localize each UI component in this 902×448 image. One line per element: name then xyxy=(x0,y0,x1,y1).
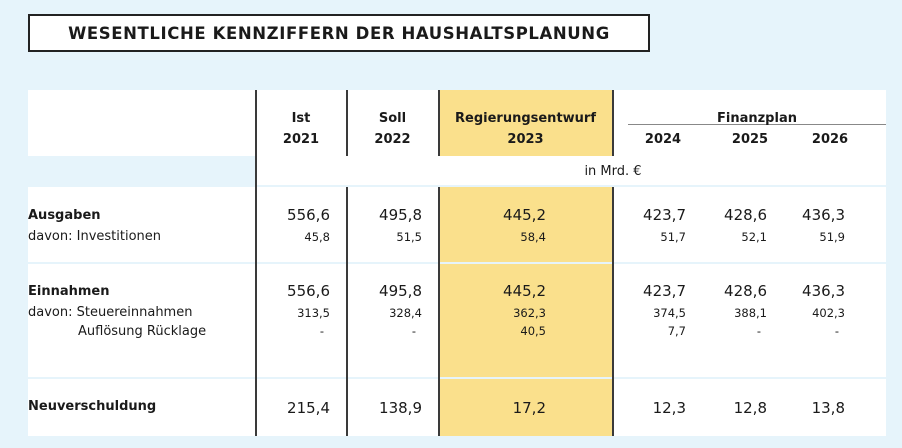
header-year-2025: 2025 xyxy=(731,132,769,147)
value-ausgaben-2026: 436,3 xyxy=(802,206,845,224)
page-title: WESENTLICHE KENNZIFFERN DER HAUSHALTSPLA… xyxy=(28,14,650,52)
value-ruecklage-2026: - xyxy=(834,324,839,338)
row-label-einnahmen: Einnahmen xyxy=(28,284,110,299)
value-einnahmen-2024: 423,7 xyxy=(643,282,686,300)
value-investitionen-2021: 45,8 xyxy=(304,230,330,244)
unit-label: in Mrd. € xyxy=(584,164,642,179)
value-steuer-2025: 388,1 xyxy=(734,306,767,320)
value-neuverschuldung-2026: 13,8 xyxy=(811,399,845,417)
value-investitionen-2024: 51,7 xyxy=(660,230,686,244)
column-divider xyxy=(438,187,440,436)
header-year-2026: 2026 xyxy=(811,132,849,147)
value-einnahmen-2021: 556,6 xyxy=(287,282,330,300)
budget-table: Ist 2021 Soll 2022 Regierungsentwurf 202… xyxy=(28,90,886,436)
value-ruecklage-2025: - xyxy=(756,324,761,338)
header-year-2024: 2024 xyxy=(644,132,682,147)
header-entwurf-label: Regierungsentwurf xyxy=(455,111,596,126)
column-divider xyxy=(612,187,614,436)
value-neuverschuldung-2025: 12,8 xyxy=(733,399,767,417)
value-steuer-2021: 313,5 xyxy=(297,306,330,320)
row-label-ausgaben: Ausgaben xyxy=(28,208,101,223)
highlight-column-header xyxy=(439,90,612,156)
column-divider xyxy=(255,90,257,436)
highlight-column-ausgaben xyxy=(439,187,612,262)
value-investitionen-2025: 52,1 xyxy=(741,230,767,244)
value-ruecklage-2023: 40,5 xyxy=(520,324,546,338)
value-steuer-2026: 402,3 xyxy=(812,306,845,320)
value-einnahmen-2023: 445,2 xyxy=(503,282,546,300)
header-soll: Soll 2022 xyxy=(347,108,438,150)
value-neuverschuldung-2022: 138,9 xyxy=(379,399,422,417)
value-neuverschuldung-2021: 215,4 xyxy=(287,399,330,417)
value-ruecklage-2021: - xyxy=(319,324,324,338)
value-ausgaben-2022: 495,8 xyxy=(379,206,422,224)
highlight-column-neuverschuldung xyxy=(439,379,612,436)
header-soll-year: 2022 xyxy=(374,132,411,147)
column-divider xyxy=(346,187,348,436)
header-ist-label: Ist xyxy=(291,111,311,126)
value-einnahmen-2022: 495,8 xyxy=(379,282,422,300)
header-entwurf-year: 2023 xyxy=(507,132,544,147)
value-steuer-2023: 362,3 xyxy=(513,306,546,320)
column-divider xyxy=(438,90,440,156)
header-entwurf: Regierungsentwurf 2023 xyxy=(439,108,612,150)
header-ist: Ist 2021 xyxy=(256,108,346,150)
row-sublabel-investitionen: davon: Investitionen xyxy=(28,229,162,244)
value-investitionen-2026: 51,9 xyxy=(819,230,845,244)
value-neuverschuldung-2024: 12,3 xyxy=(652,399,686,417)
header-ist-year: 2021 xyxy=(282,132,320,147)
finanzplan-underline xyxy=(628,124,886,125)
value-ausgaben-2023: 445,2 xyxy=(503,206,546,224)
row-sublabel-ruecklage: Auflösung Rücklage xyxy=(78,324,207,339)
value-ruecklage-2024: 7,7 xyxy=(667,324,686,338)
value-investitionen-2023: 58,4 xyxy=(520,230,546,244)
value-ausgaben-2024: 423,7 xyxy=(643,206,686,224)
value-einnahmen-2025: 428,6 xyxy=(724,282,767,300)
header-finanzplan: Finanzplan xyxy=(717,111,797,126)
header-soll-label: Soll xyxy=(378,111,407,126)
row-label-neuverschuldung: Neuverschuldung xyxy=(28,399,157,414)
value-ausgaben-2025: 428,6 xyxy=(724,206,767,224)
value-steuer-2024: 374,5 xyxy=(653,306,686,320)
value-ausgaben-2021: 556,6 xyxy=(287,206,330,224)
column-divider xyxy=(346,90,348,156)
value-einnahmen-2026: 436,3 xyxy=(802,282,845,300)
value-ruecklage-2022: - xyxy=(411,324,416,338)
highlight-column-einnahmen xyxy=(439,264,612,377)
value-investitionen-2022: 51,5 xyxy=(396,230,422,244)
value-steuer-2022: 328,4 xyxy=(389,306,422,320)
column-divider xyxy=(612,90,614,156)
unit-band xyxy=(256,156,886,185)
row-sublabel-steuereinnahmen: davon: Steuereinnahmen xyxy=(28,305,193,320)
value-neuverschuldung-2023: 17,2 xyxy=(512,399,546,417)
